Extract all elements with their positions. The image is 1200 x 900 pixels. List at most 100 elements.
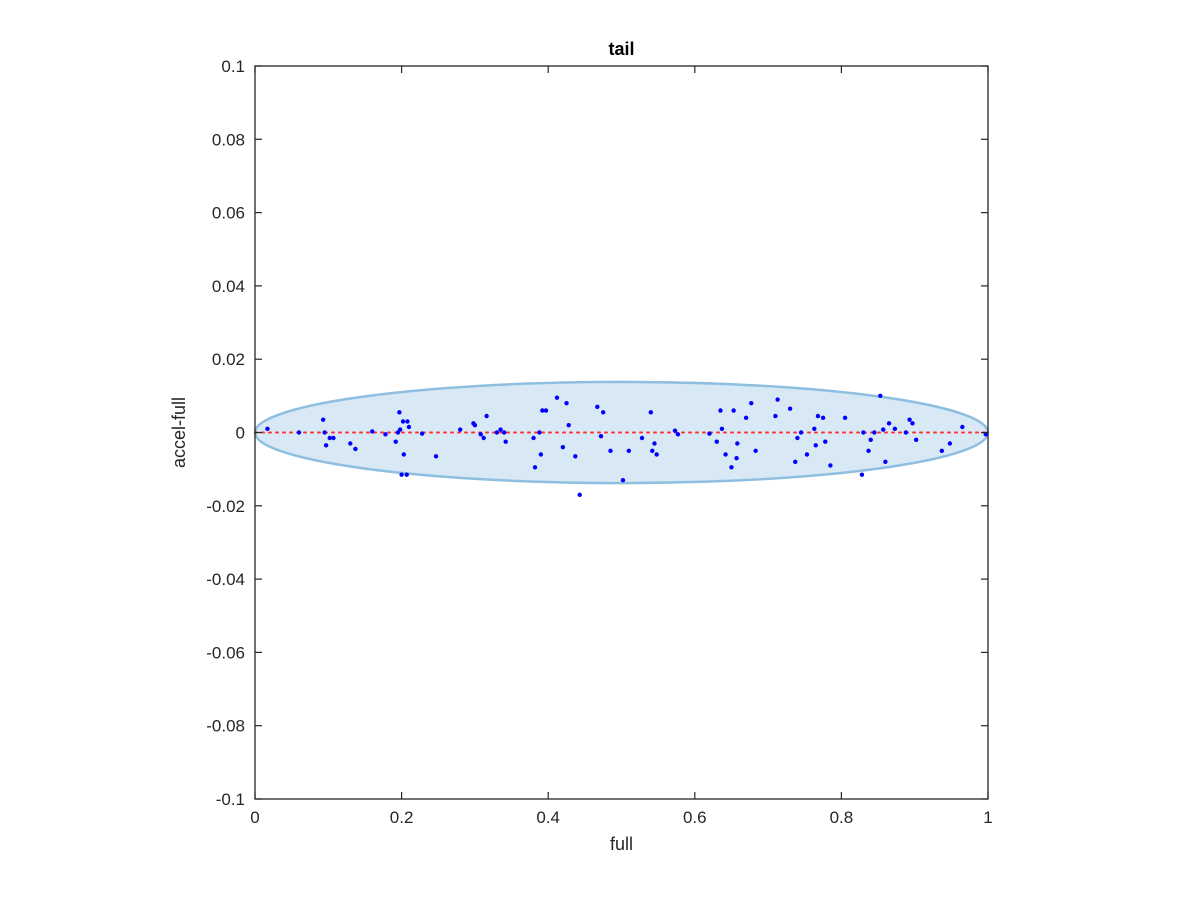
data-point	[543, 408, 549, 413]
data-point	[939, 448, 945, 454]
data-point	[675, 432, 681, 437]
data-point	[383, 432, 388, 437]
y-tick-label: -0.06	[206, 643, 245, 662]
data-point	[910, 421, 915, 426]
data-point	[707, 431, 712, 436]
data-point	[868, 437, 873, 443]
y-tick-label: -0.04	[206, 570, 245, 589]
data-point	[608, 448, 613, 454]
data-point	[749, 400, 754, 406]
data-point	[787, 406, 793, 411]
data-point	[743, 415, 749, 421]
data-point	[648, 410, 654, 415]
data-point	[484, 413, 489, 419]
y-tick-label: -0.08	[206, 717, 245, 736]
data-point	[795, 435, 800, 441]
data-point	[538, 452, 544, 457]
data-point	[815, 413, 821, 419]
data-point	[880, 427, 886, 432]
data-point	[406, 424, 412, 430]
data-point	[960, 424, 965, 430]
data-point	[626, 448, 632, 454]
x-tick-label: 1	[983, 808, 992, 827]
data-point	[564, 400, 569, 406]
data-point	[404, 472, 409, 477]
data-point	[554, 395, 560, 400]
data-point	[652, 441, 657, 446]
data-point	[798, 430, 804, 435]
data-point	[823, 439, 828, 444]
y-tick-label: 0.08	[212, 130, 245, 149]
data-point	[820, 415, 826, 421]
x-axis-label: full	[610, 834, 633, 854]
data-point	[400, 419, 406, 424]
y-tick-label: 0.06	[212, 204, 245, 223]
data-point	[401, 452, 406, 457]
data-point	[773, 413, 778, 419]
data-point	[560, 444, 566, 450]
data-point	[892, 426, 898, 432]
data-point	[537, 430, 542, 435]
y-tick-label: 0.1	[221, 57, 245, 76]
data-point	[878, 393, 883, 399]
data-point	[540, 408, 545, 413]
data-point	[735, 441, 740, 446]
data-point	[731, 408, 736, 413]
data-point	[913, 437, 919, 443]
y-tick-label: 0	[236, 424, 245, 443]
data-point	[566, 422, 571, 428]
data-point	[472, 422, 478, 428]
data-point	[532, 465, 538, 470]
data-point	[323, 443, 329, 448]
data-point	[399, 472, 404, 477]
data-point	[866, 448, 871, 454]
data-point	[883, 459, 888, 465]
data-point	[577, 492, 582, 498]
data-point	[573, 454, 578, 459]
x-tick-label: 0	[250, 808, 259, 827]
data-point	[393, 439, 398, 444]
data-point	[620, 477, 626, 483]
data-point	[654, 452, 659, 457]
x-tick-label: 0.6	[683, 808, 707, 827]
data-point	[405, 419, 410, 424]
chart-title: tail	[608, 39, 634, 59]
data-point	[793, 459, 798, 465]
data-point	[322, 430, 327, 435]
data-point	[639, 435, 645, 441]
data-point	[502, 430, 507, 435]
points-layer	[265, 393, 989, 498]
data-point	[719, 426, 725, 432]
data-point	[903, 430, 909, 435]
data-point	[458, 427, 463, 432]
x-tick-label: 0.4	[536, 808, 560, 827]
y-tick-label: -0.1	[216, 790, 245, 809]
data-point	[531, 435, 536, 441]
data-point	[348, 441, 353, 446]
data-point	[734, 455, 739, 461]
data-point	[842, 415, 848, 421]
data-point	[600, 410, 606, 415]
data-point	[478, 432, 483, 437]
data-point	[828, 463, 833, 468]
data-point	[498, 427, 503, 432]
data-point	[672, 428, 678, 433]
data-point	[327, 435, 332, 441]
x-axis-ticks: 0 0.2 0.4 0.6 0.8 1	[250, 66, 993, 827]
y-tick-label: -0.02	[206, 497, 245, 516]
data-point	[775, 397, 780, 402]
data-point	[320, 417, 326, 422]
data-point	[598, 433, 604, 439]
data-point	[872, 430, 877, 435]
data-point	[907, 417, 912, 422]
data-point	[729, 465, 734, 470]
data-point	[718, 408, 723, 413]
data-point	[714, 439, 719, 444]
data-point	[886, 421, 892, 426]
data-point	[804, 452, 810, 457]
data-point	[331, 435, 336, 441]
x-tick-label: 0.8	[830, 808, 854, 827]
data-point	[433, 454, 439, 459]
data-point	[370, 429, 375, 434]
